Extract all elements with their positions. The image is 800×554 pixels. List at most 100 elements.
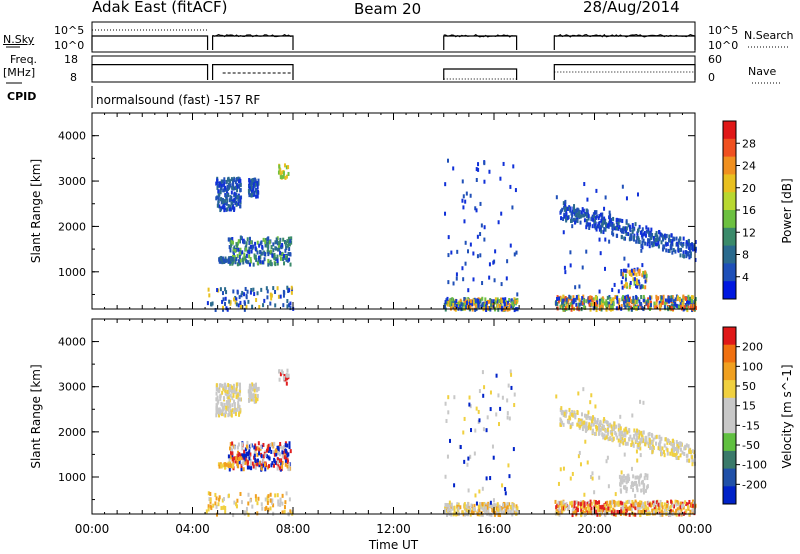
power-echo-cell xyxy=(615,306,618,311)
power-echo-cell xyxy=(579,214,582,219)
power-echo-cell xyxy=(624,277,627,282)
power-echo-cell xyxy=(686,251,689,256)
velocity-echo-cell xyxy=(691,508,694,513)
velocity-echo-cell xyxy=(678,506,681,511)
velocity-echo-cell xyxy=(627,499,630,504)
velocity-echo-cell xyxy=(676,507,679,512)
power-echo-cell xyxy=(216,178,219,183)
power-echo-cell xyxy=(227,182,230,187)
power-echo-cell xyxy=(240,250,243,255)
velocity-echo-cell xyxy=(573,500,576,505)
velocity-echo-cell xyxy=(623,428,626,433)
power-echo-cell xyxy=(622,229,625,234)
velocity-echo-cell xyxy=(555,505,558,510)
power-echo-cell xyxy=(272,286,275,291)
velocity-echo-cell xyxy=(621,437,624,442)
velocity-echo-cell xyxy=(448,503,451,508)
velocity-echo-cell xyxy=(563,504,566,509)
power-echo-cell xyxy=(588,302,591,307)
power-echo-cell xyxy=(642,271,645,276)
power-echo-cell xyxy=(449,302,452,307)
power-echo-cell xyxy=(650,227,653,232)
power-echo-cell xyxy=(455,276,458,281)
power-echo-cell xyxy=(651,243,654,248)
power-echo-cell xyxy=(620,272,623,277)
velocity-echo-cell xyxy=(679,453,682,458)
velocity-echo-cell xyxy=(589,474,592,479)
velocity-echo-cell xyxy=(585,424,588,429)
power-echo-cell xyxy=(570,307,573,312)
velocity-echo-cell xyxy=(612,436,615,441)
power-echo-cell xyxy=(674,297,677,302)
velocity-echo-cell xyxy=(504,487,507,492)
velocity-echo-cell xyxy=(583,512,586,517)
power-echo-cell xyxy=(602,220,605,225)
power-echo-cell xyxy=(634,222,637,227)
velocity-echo-cell xyxy=(497,393,500,398)
velocity-echo-cell xyxy=(606,427,609,432)
power-echo-cell xyxy=(254,182,257,187)
power-echo-cell xyxy=(578,302,581,307)
power-echo-cell xyxy=(279,171,282,176)
velocity-echo-cell xyxy=(459,505,462,510)
velocity-echo-cell xyxy=(284,459,287,464)
power-echo-cell xyxy=(464,261,467,266)
power-echo-cell xyxy=(666,242,669,247)
velocity-echo-cell xyxy=(589,400,592,405)
velocity-echo-cell xyxy=(557,503,560,508)
power-echo-cell xyxy=(446,158,449,163)
power-echo-cell xyxy=(253,177,256,182)
power-echo-cell xyxy=(685,254,688,259)
power-echo-cell xyxy=(591,302,594,307)
power-echo-cell xyxy=(669,243,672,248)
power-echo-cell xyxy=(217,192,220,197)
power-echo-cell xyxy=(685,240,688,245)
velocity-echo-cell xyxy=(658,442,661,447)
velocity-echo-cell xyxy=(453,395,456,400)
velocity-echo-cell xyxy=(560,506,563,511)
power-echo-cell xyxy=(504,297,507,302)
velocity-echo-cell xyxy=(609,435,612,440)
power-echo-cell xyxy=(233,255,236,260)
velocity-echo-cell xyxy=(631,499,634,504)
velocity-echo-cell xyxy=(224,388,227,393)
power-echo-cell xyxy=(644,233,647,238)
velocity-echo-cell xyxy=(605,459,608,464)
velocity-echo-cell xyxy=(511,503,514,508)
power-echo-cell xyxy=(590,217,593,222)
power-echo-cell xyxy=(477,298,480,303)
velocity-echo-cell xyxy=(226,401,229,406)
power-echo-cell xyxy=(278,246,281,251)
velocity-echo-cell xyxy=(568,415,571,420)
power-echo-cell xyxy=(612,223,615,228)
power-echo-cell xyxy=(238,255,241,260)
velocity-echo-cell xyxy=(220,409,223,414)
power-echo-cell xyxy=(592,217,595,222)
velocity-echo-cell xyxy=(663,443,666,448)
velocity-echo-cell xyxy=(283,509,286,514)
power-echo-cell xyxy=(606,295,609,300)
power-echo-cell xyxy=(592,299,595,304)
velocity-echo-cell xyxy=(215,512,218,517)
velocity-echo-cell xyxy=(681,450,684,455)
power-echo-cell xyxy=(279,168,282,173)
velocity-echo-cell xyxy=(671,451,674,456)
power-echo-cell xyxy=(631,223,634,228)
power-echo-cell xyxy=(449,300,452,305)
velocity-echo-cell xyxy=(610,504,613,509)
velocity-echo-cell xyxy=(489,500,492,505)
power-echo-cell xyxy=(635,272,638,277)
velocity-echo-cell xyxy=(569,501,572,506)
velocity-echo-cell xyxy=(572,510,575,515)
velocity-echo-cell xyxy=(227,463,230,468)
velocity-echo-cell xyxy=(648,437,651,442)
power-echo-cell xyxy=(510,304,513,309)
velocity-echo-cell xyxy=(228,384,231,389)
power-echo-cell xyxy=(239,204,242,209)
velocity-echo-cell xyxy=(661,446,664,451)
power-echo-cell xyxy=(230,243,233,248)
velocity-echo-cell xyxy=(604,503,607,508)
power-echo-cell xyxy=(615,225,618,230)
power-echo-cell xyxy=(284,175,287,180)
velocity-echo-cell xyxy=(446,508,449,513)
